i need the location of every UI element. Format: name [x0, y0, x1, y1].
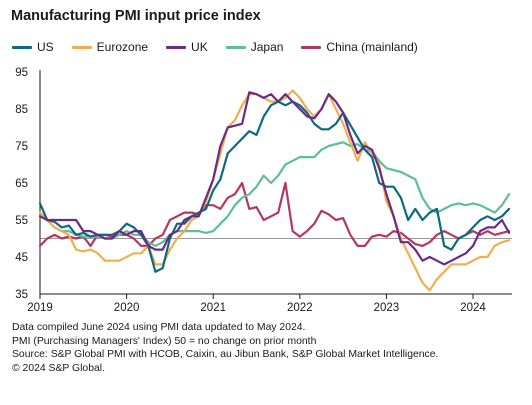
- footnote-copyright: © 2024 S&P Global.: [12, 362, 105, 374]
- y-tick-label: 85: [15, 104, 28, 116]
- y-tick-label: 45: [15, 252, 28, 264]
- series-line-japan: [38, 141, 511, 247]
- x-tick-label: 2021: [200, 302, 226, 314]
- legend-label: Eurozone: [96, 40, 149, 54]
- legend-label: Japan: [250, 40, 284, 54]
- legend-item-china-mainland: China (mainland): [301, 40, 418, 54]
- legend-item-japan: Japan: [225, 40, 284, 54]
- y-tick-label: 95: [15, 67, 28, 79]
- y-tick-label: 75: [15, 141, 28, 153]
- legend-item-uk: UK: [166, 40, 208, 54]
- series-line-us: [38, 100, 511, 273]
- legend-item-eurozone: Eurozone: [71, 40, 149, 54]
- legend-label: US: [37, 40, 54, 54]
- y-tick-label: 35: [15, 289, 28, 301]
- y-tick-label: 55: [15, 215, 28, 227]
- series-line-eurozone: [38, 89, 511, 292]
- legend-label: China (mainland): [326, 40, 418, 54]
- legend-swatch: [71, 45, 92, 49]
- x-tick-label: 2019: [27, 302, 53, 314]
- x-tick-label: 2020: [114, 302, 140, 314]
- chart-title: Manufacturing PMI input price index: [11, 8, 261, 24]
- footnote-source: Source: S&P Global PMI with HCOB, Caixin…: [12, 349, 439, 361]
- x-tick-label: 2024: [460, 302, 486, 314]
- legend-swatch: [301, 45, 322, 49]
- series-line-uk: [38, 91, 511, 266]
- legend-swatch: [225, 45, 246, 49]
- legend-swatch: [166, 45, 187, 49]
- chart-legend: US Eurozone UK Japan China (mainland): [12, 40, 436, 54]
- footnote-pmi-definition: PMI (Purchasing Managers' Index) 50 = no…: [12, 335, 317, 347]
- footnote-data-compiled: Data compiled June 2024 using PMI data u…: [12, 322, 306, 333]
- legend-label: UK: [191, 40, 208, 54]
- legend-swatch: [12, 45, 32, 49]
- y-tick-label: 65: [15, 178, 28, 190]
- x-tick-label: 2022: [287, 302, 313, 314]
- chart-footnotes: Data compiled June 2024 using PMI data u…: [12, 321, 438, 375]
- legend-item-us: US: [12, 40, 54, 54]
- x-tick-label: 2023: [374, 302, 400, 314]
